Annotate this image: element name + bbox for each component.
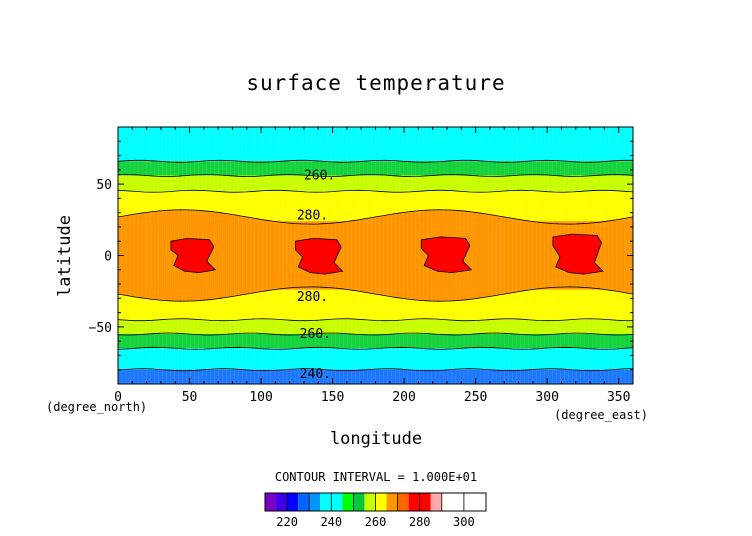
colorbar-tick-label-2: 260 xyxy=(365,515,387,529)
colorbar-cell-13 xyxy=(408,493,420,511)
colorbar-cell-10 xyxy=(375,493,387,511)
axes: 0 50 100 150 200 250 300 350 50 0 −50 xyxy=(89,126,634,405)
colorbar-cell-9 xyxy=(364,493,376,511)
colorbar-tick-label-0: 220 xyxy=(276,515,298,529)
x-tick-label-3: 150 xyxy=(321,390,344,405)
colorbar-tick-label-4: 300 xyxy=(453,515,475,529)
contour-label-1: 280. xyxy=(297,209,328,224)
band-9 xyxy=(118,369,633,384)
hot-spot-2 xyxy=(420,236,473,274)
x-tick-label-5: 250 xyxy=(464,390,487,405)
y-tick-label-0: 50 xyxy=(96,178,112,193)
x-tick-label-7: 350 xyxy=(607,390,630,405)
contour-line-6 xyxy=(117,368,634,372)
hot-spot-1 xyxy=(295,237,344,275)
band-7 xyxy=(118,334,633,349)
colorbar-cell-6 xyxy=(331,493,343,511)
contour-label-3: 260. xyxy=(300,327,331,342)
band-equatorial xyxy=(118,209,633,302)
contour-line-2 xyxy=(117,189,634,193)
band-1 xyxy=(118,161,633,176)
colorbar: 220 240 260 280 300 xyxy=(264,492,487,529)
hot-spot-0 xyxy=(170,237,217,274)
y-tick-label-1: 0 xyxy=(104,250,112,265)
colorbar-cell-1 xyxy=(276,493,288,511)
colorbar-cell-0 xyxy=(265,493,277,511)
x-tick-label-6: 300 xyxy=(535,390,558,405)
colorbar-cell-8 xyxy=(353,493,365,511)
contour-interval-text: CONTOUR INTERVAL = 1.000E+01 xyxy=(275,470,477,484)
colorbar-tick-label-1: 240 xyxy=(320,515,342,529)
y-tick-label-2: −50 xyxy=(89,321,112,336)
y-axis-label: latitude xyxy=(55,215,75,297)
contour-line-280-south xyxy=(117,286,634,302)
y-axis-unit: (degree_north) xyxy=(46,400,147,414)
colorbar-cell-5 xyxy=(320,493,332,511)
colorbar-cell-4 xyxy=(309,493,321,511)
contour-line-280-north xyxy=(117,209,634,225)
contour-line-1 xyxy=(117,174,634,177)
contour-line-5 xyxy=(117,346,634,350)
contour-label-0: 260. xyxy=(304,169,335,184)
contour-line-0 xyxy=(117,159,633,163)
colorbar-cell-3 xyxy=(298,493,310,511)
colorbar-cell-14 xyxy=(419,493,431,511)
x-axis-unit: (degree_east) xyxy=(554,408,648,422)
x-tick-label-2: 100 xyxy=(249,390,272,405)
band-6 xyxy=(118,319,633,335)
contour-labels: 260. 280. 280. 260. 240. xyxy=(297,169,335,382)
x-axis-label: longitude xyxy=(330,429,422,449)
plot-area xyxy=(117,127,634,384)
colorbar-cell-11 xyxy=(386,493,398,511)
band-8 xyxy=(118,348,633,370)
x-tick-label-1: 50 xyxy=(182,390,198,405)
contour-line-4 xyxy=(117,332,634,336)
contour-line-3 xyxy=(117,318,634,322)
hot-spot-3 xyxy=(552,233,604,275)
contour-label-2: 280. xyxy=(297,290,328,305)
colorbar-cell-2 xyxy=(287,493,299,511)
band-2 xyxy=(118,175,633,192)
x-tick-label-4: 200 xyxy=(392,390,415,405)
colorbar-cell-12 xyxy=(397,493,409,511)
chart-title: surface temperature xyxy=(246,71,505,95)
colorbar-tick-label-3: 280 xyxy=(409,515,431,529)
colorbar-cell-15 xyxy=(430,493,442,511)
x-tick-label-0: 0 xyxy=(114,390,122,405)
contour-label-4: 240. xyxy=(300,367,331,382)
colorbar-cell-7 xyxy=(342,493,354,511)
